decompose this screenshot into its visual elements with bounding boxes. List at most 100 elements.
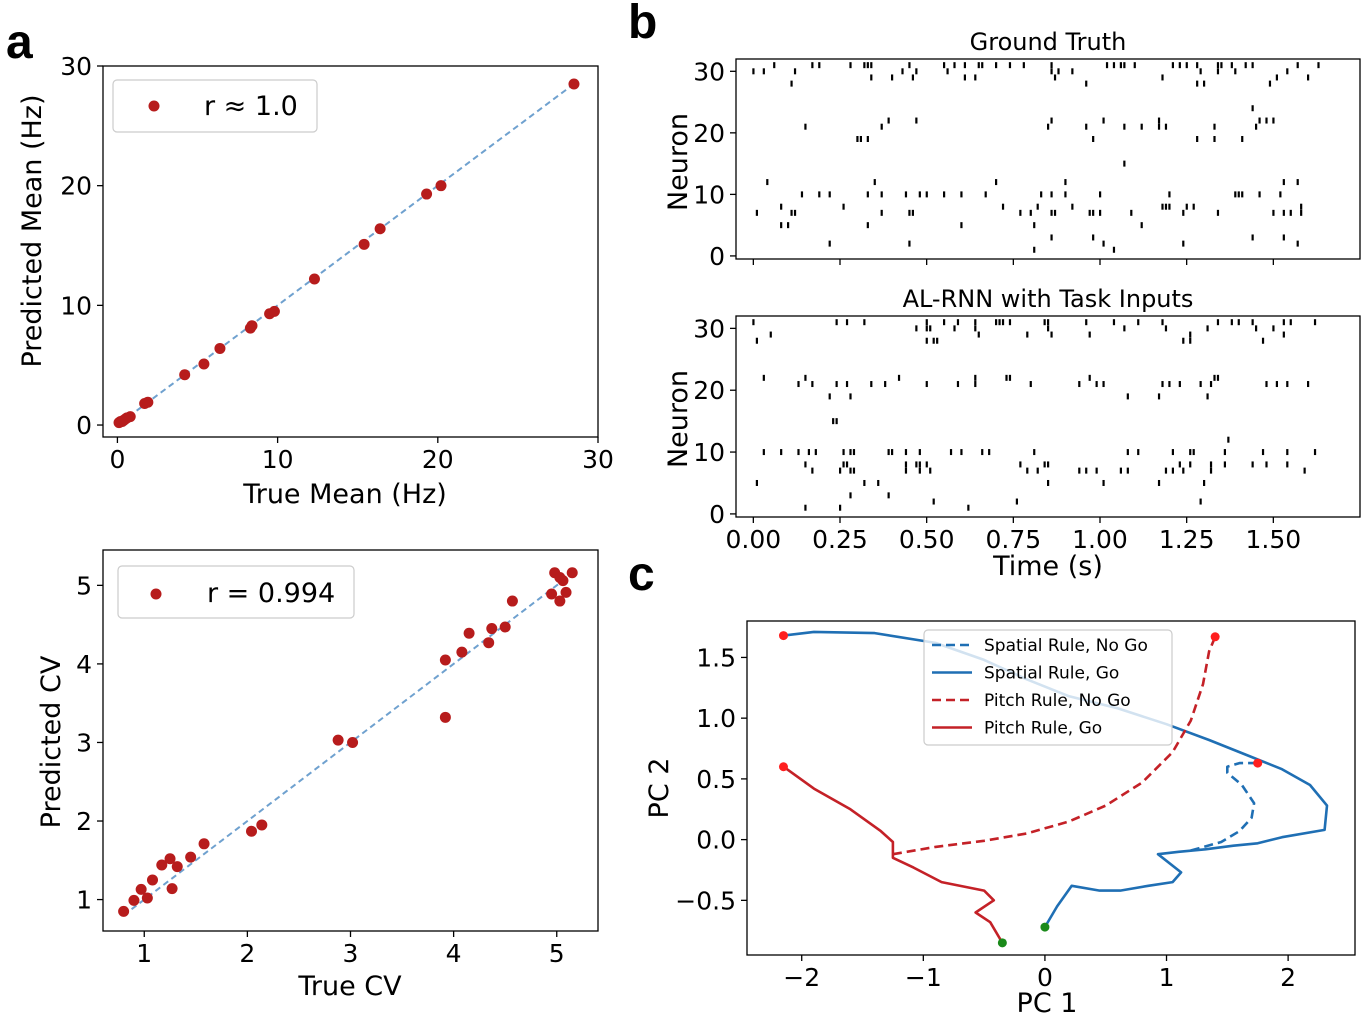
raster2-spike — [967, 504, 970, 511]
raster1-spike — [1230, 62, 1233, 69]
panel-letter-b: b — [628, 0, 657, 49]
raster2-spike — [1216, 319, 1220, 326]
raster2-spike — [1157, 479, 1161, 486]
pca-x-tick-label: 2 — [1280, 963, 1296, 992]
raster2-spike — [932, 498, 935, 505]
raster1-spike — [1050, 209, 1053, 216]
raster1-spike — [1057, 68, 1060, 75]
cv-xticks: 1 2 3 4 5 — [136, 931, 565, 968]
raster1-spike — [1105, 62, 1109, 69]
raster1-spike — [953, 62, 956, 69]
pca-series-2 — [892, 636, 1217, 856]
raster1-spike — [859, 136, 862, 142]
cv-point — [554, 595, 566, 607]
raster1-spike — [1019, 209, 1022, 216]
raster2-spike — [1251, 319, 1254, 326]
raster1-spike — [1216, 209, 1220, 216]
raster2-spike — [1001, 319, 1005, 326]
raster1-spike — [1234, 191, 1237, 198]
raster1-spike — [1234, 68, 1237, 75]
raster2-spike — [1286, 449, 1289, 456]
raster1-spike — [960, 222, 963, 229]
raster2-spike — [1189, 449, 1192, 456]
raster1-spike — [1047, 123, 1050, 130]
raster1-spike — [1237, 191, 1240, 198]
mean-x-tick-label: 0 — [109, 445, 125, 474]
raster2-spike — [1085, 467, 1088, 474]
raster1-spike — [1300, 203, 1303, 210]
raster1-spike — [963, 62, 966, 69]
raster2-spike — [1102, 479, 1105, 486]
raster2-spike — [1078, 381, 1081, 388]
raster2-spike — [1199, 498, 1202, 505]
raster2-spike — [981, 449, 984, 456]
pca-y-tick-label: 1.5 — [696, 643, 736, 672]
raster2-spike — [849, 492, 852, 499]
raster2-spike — [849, 393, 852, 400]
raster1-y-tick-label: 30 — [693, 57, 725, 86]
pca-end-marker — [1210, 632, 1220, 642]
raster2-spike — [835, 381, 838, 388]
raster2-spike — [804, 461, 807, 468]
raster2-spike — [849, 467, 852, 474]
raster2-spike — [929, 325, 932, 332]
raster1-spike — [818, 62, 821, 69]
raster2-spike — [936, 337, 939, 344]
raster2-spike — [1182, 467, 1185, 474]
raster2-spike — [1047, 319, 1050, 326]
raster2-spike — [1102, 381, 1105, 388]
mean-y-axis-label: Predicted Mean (Hz) — [17, 94, 48, 367]
raster1-spike — [1053, 74, 1057, 81]
raster1-spike — [943, 62, 946, 69]
cv-legend-label: r = 0.994 — [207, 578, 335, 609]
cv-point — [347, 736, 359, 748]
raster2-spike — [755, 337, 758, 344]
raster1-spike — [1071, 203, 1074, 210]
raster1-spike — [1099, 191, 1102, 198]
raster1-spike — [1241, 136, 1244, 142]
raster1-spike — [1275, 74, 1278, 81]
raster1-spike — [943, 191, 946, 198]
cv-point — [246, 825, 257, 837]
raster2-spike — [1008, 319, 1012, 326]
cv-point — [499, 621, 511, 633]
raster1-spike — [780, 222, 783, 229]
cv-point — [546, 588, 558, 600]
raster2-spike — [897, 374, 901, 381]
raster2-spike — [974, 381, 977, 388]
raster2-spike — [925, 337, 928, 344]
raster1-spike — [866, 62, 869, 69]
raster1-spike — [1282, 209, 1285, 216]
mean-fit-line — [120, 81, 577, 424]
raster1-spike — [1251, 62, 1254, 69]
raster1-spike — [908, 240, 911, 247]
raster1-spike — [1157, 117, 1161, 124]
raster1-spike — [1241, 191, 1244, 198]
raster1-spike — [793, 68, 797, 75]
raster2-spike — [804, 504, 807, 511]
raster2-yticks: 0 10 20 30 — [693, 314, 736, 529]
raster1-spike — [866, 191, 869, 198]
cv-scatter-chart: 1 2 3 4 5 1 2 3 4 5 True CV Predicted CV r = 0.9… — [36, 549, 599, 1002]
raster1-spike — [880, 123, 883, 130]
raster2-spike — [988, 449, 991, 456]
raster1-spike — [1064, 179, 1067, 186]
raster1-spikes — [752, 62, 1320, 253]
raster2-spike — [1008, 374, 1012, 381]
raster2-spike — [1261, 449, 1265, 456]
raster2-spike — [1303, 467, 1306, 474]
raster2-spike — [780, 449, 783, 456]
raster2-spike — [1112, 319, 1116, 326]
mean-scatter-chart: 0 10 20 30 0 10 20 30 True Mean (Hz) Predicted… — [17, 52, 614, 510]
raster1-spike — [1036, 203, 1039, 210]
raster1-spike — [1251, 105, 1254, 112]
mean-point — [124, 411, 136, 423]
raster1-spike — [925, 191, 928, 198]
raster1-spike — [1255, 123, 1258, 130]
raster1-spike — [904, 191, 908, 198]
raster1-spike — [828, 240, 831, 247]
cv-point — [486, 623, 498, 635]
mean-point — [179, 369, 191, 381]
cv-point — [166, 883, 178, 895]
raster2-spike — [1050, 331, 1053, 338]
